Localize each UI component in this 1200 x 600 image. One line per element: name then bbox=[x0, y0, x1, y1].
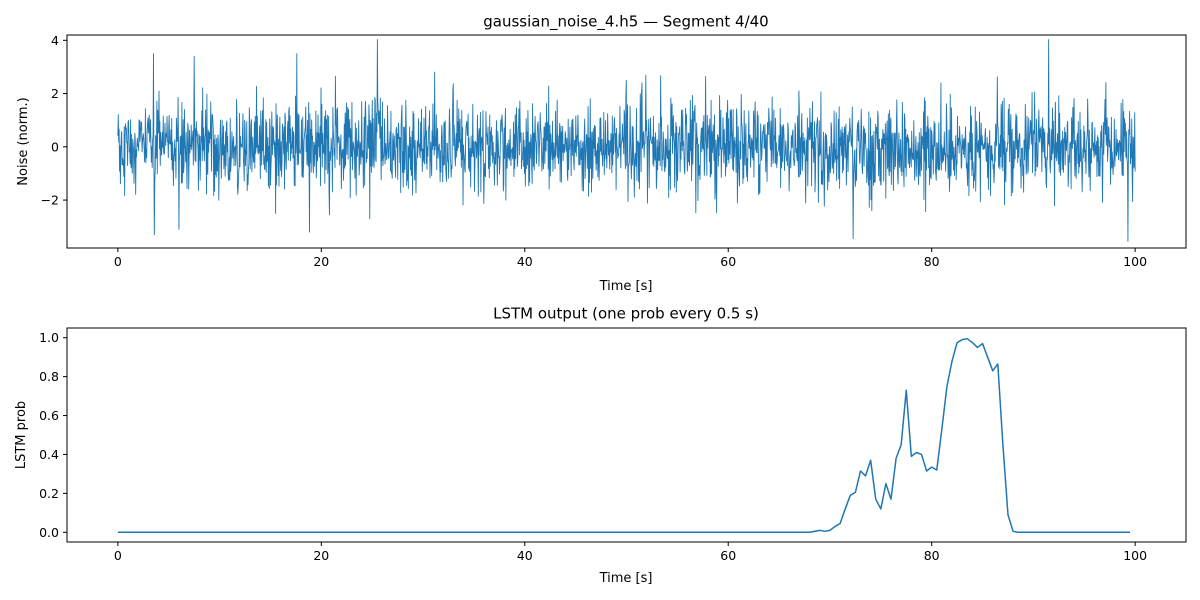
lstm-y-axis-label: LSTM prob bbox=[14, 401, 29, 469]
noise-series-line bbox=[117, 39, 1136, 242]
lstm-plot-area bbox=[117, 337, 1131, 534]
lstm-axes-frame bbox=[66, 327, 1187, 543]
noise-x-tick-label: 40 bbox=[517, 254, 533, 269]
noise-y-tick-label: 4 bbox=[51, 33, 59, 48]
noise-x-tick-label: 60 bbox=[720, 254, 736, 269]
noise-y-axis-label: Noise (norm.) bbox=[16, 97, 31, 185]
lstm-x-tick-label: 60 bbox=[720, 548, 736, 563]
lstm-y-tick-label: 0.2 bbox=[39, 486, 59, 501]
noise-x-tick-label: 20 bbox=[313, 254, 329, 269]
noise-panel: gaussian_noise_4.h5 — Segment 4/40 0 20 40… bbox=[16, 13, 1187, 294]
lstm-x-tick-label: 100 bbox=[1123, 548, 1147, 563]
noise-y-ticks: −2 0 2 4 bbox=[41, 33, 67, 208]
noise-x-ticks: 0 20 40 60 80 100 bbox=[114, 248, 1147, 269]
noise-x-tick-label: 0 bbox=[114, 254, 122, 269]
lstm-x-tick-label: 40 bbox=[517, 548, 533, 563]
noise-axes-frame bbox=[66, 34, 1187, 249]
noise-plot-area bbox=[117, 39, 1136, 242]
noise-x-tick-label: 80 bbox=[924, 254, 940, 269]
lstm-y-tick-label: 0.0 bbox=[39, 525, 59, 540]
lstm-y-tick-label: 1.0 bbox=[39, 330, 59, 345]
noise-y-tick-label: 0 bbox=[51, 139, 59, 154]
lstm-x-ticks: 0 20 40 60 80 100 bbox=[114, 542, 1147, 563]
lstm-x-axis-label: Time [s] bbox=[599, 571, 653, 586]
lstm-y-tick-label: 0.6 bbox=[39, 408, 59, 423]
noise-y-tick-label: 2 bbox=[51, 86, 59, 101]
lstm-prob-series-line bbox=[117, 337, 1131, 534]
lstm-panel: LSTM output (one prob every 0.5 s) 0 20 40… bbox=[14, 305, 1187, 586]
noise-x-tick-label: 100 bbox=[1123, 254, 1147, 269]
lstm-y-tick-label: 0.4 bbox=[39, 447, 59, 462]
lstm-y-ticks: 0.0 0.2 0.4 0.6 0.8 1.0 bbox=[39, 330, 67, 540]
lstm-x-tick-label: 0 bbox=[114, 548, 122, 563]
lstm-x-tick-label: 20 bbox=[313, 548, 329, 563]
noise-panel-title: gaussian_noise_4.h5 — Segment 4/40 bbox=[483, 13, 768, 32]
noise-y-tick-label: −2 bbox=[41, 193, 59, 208]
noise-x-axis-label: Time [s] bbox=[599, 279, 653, 294]
lstm-panel-title: LSTM output (one prob every 0.5 s) bbox=[493, 305, 759, 323]
lstm-y-tick-label: 0.8 bbox=[39, 369, 59, 384]
lstm-x-tick-label: 80 bbox=[924, 548, 940, 563]
